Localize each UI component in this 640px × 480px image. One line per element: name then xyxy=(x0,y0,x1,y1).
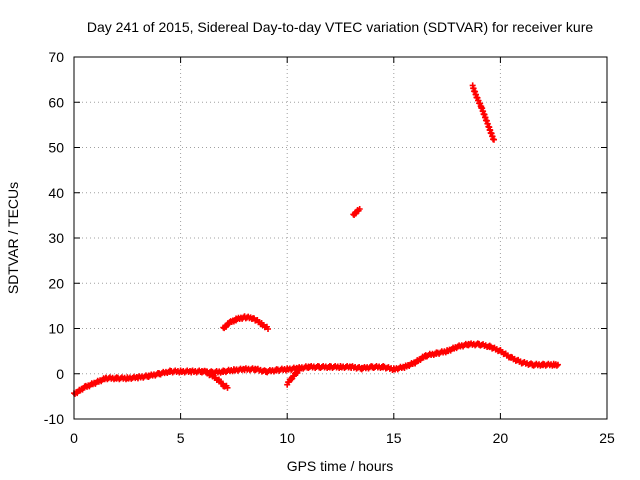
y-tick-label: 10 xyxy=(48,321,64,337)
chart-title: Day 241 of 2015, Sidereal Day-to-day VTE… xyxy=(87,19,593,35)
y-tick-label: -10 xyxy=(44,411,64,427)
grid-lines xyxy=(74,57,607,419)
data-series xyxy=(203,368,231,391)
data-point-marker xyxy=(356,205,363,212)
x-axis-label: GPS time / hours xyxy=(287,458,394,474)
y-tick-label: 60 xyxy=(48,94,64,110)
data-point-marker xyxy=(265,326,272,332)
data-point-marker xyxy=(553,362,560,369)
data-series xyxy=(220,313,272,332)
y-tick-label: 30 xyxy=(48,230,64,246)
y-tick-label: 20 xyxy=(48,275,64,291)
data-point-marker xyxy=(491,136,498,143)
x-tick-label: 5 xyxy=(177,430,185,446)
y-tick-label: 40 xyxy=(48,185,64,201)
x-tick-label: 10 xyxy=(279,430,295,446)
data-series xyxy=(284,365,303,388)
x-tick-label: 0 xyxy=(70,430,78,446)
data-series xyxy=(469,82,498,143)
data-point-marker xyxy=(284,381,291,388)
x-tick-label: 15 xyxy=(386,430,402,446)
data-point-marker xyxy=(224,384,231,391)
y-tick-label: 0 xyxy=(56,366,64,382)
y-tick-label: 50 xyxy=(48,140,64,156)
data-series xyxy=(350,205,363,218)
x-tick-label: 25 xyxy=(599,430,615,446)
data-series xyxy=(71,340,561,397)
x-tick-label: 20 xyxy=(493,430,509,446)
y-axis-label: SDTVAR / TECUs xyxy=(5,182,21,294)
data-points xyxy=(71,82,561,397)
axis-ticks: 0 5 10 15 20 25 -10 0 10 20 30 40 50 60 70 xyxy=(44,49,615,446)
data-point-marker xyxy=(554,361,561,368)
y-tick-label: 70 xyxy=(48,49,64,65)
